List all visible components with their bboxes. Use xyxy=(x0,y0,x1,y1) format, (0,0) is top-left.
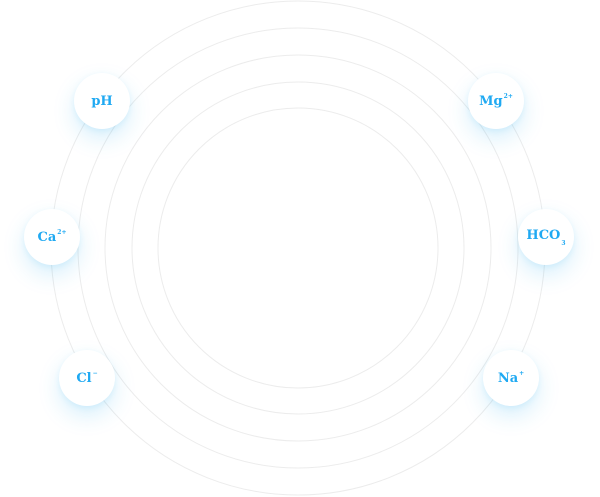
ion-label-calcium: Ca2+ xyxy=(38,231,67,244)
ion-label-bicarbonate: HCO3 xyxy=(526,229,565,245)
ion-bubble-magnesium[interactable]: Mg2+ xyxy=(468,73,524,129)
ring-3 xyxy=(105,55,491,441)
ion-bubble-bicarbonate[interactable]: HCO3 xyxy=(518,209,574,265)
ion-label-magnesium: Mg2+ xyxy=(479,95,513,108)
ion-bubble-ph[interactable]: pH xyxy=(74,73,130,129)
ring-2 xyxy=(132,82,464,414)
ion-label-sodium: Na+ xyxy=(498,372,524,385)
ion-bubble-chloride[interactable]: Cl− xyxy=(59,350,115,406)
ion-label-chloride: Cl− xyxy=(76,372,97,385)
ring-1 xyxy=(158,108,438,388)
ion-label-ph: pH xyxy=(91,95,112,108)
ring-4 xyxy=(78,28,518,468)
ion-bubble-calcium[interactable]: Ca2+ xyxy=(24,209,80,265)
ion-bubble-sodium[interactable]: Na+ xyxy=(483,350,539,406)
ring-5 xyxy=(51,1,545,495)
